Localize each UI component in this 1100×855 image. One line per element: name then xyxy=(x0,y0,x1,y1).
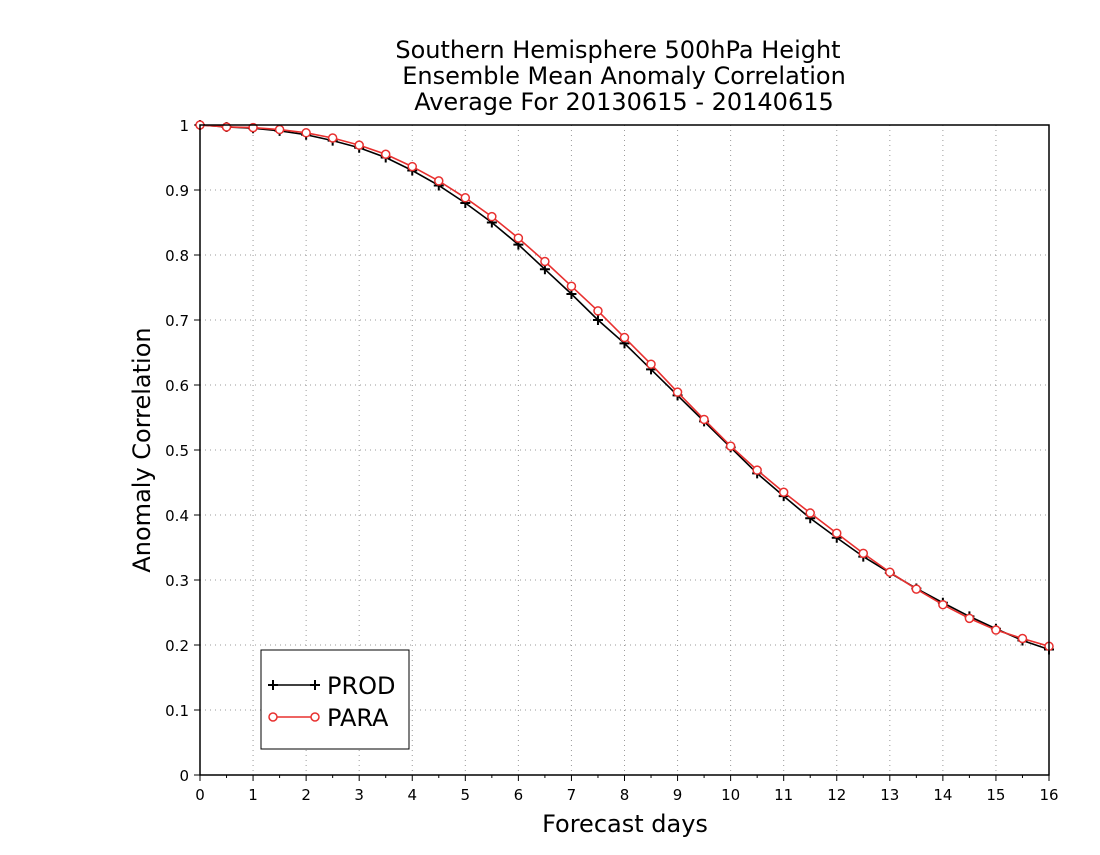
data-point-para xyxy=(1017,633,1028,644)
x-tick-label: 13 xyxy=(880,786,899,804)
data-point-para xyxy=(274,124,285,135)
data-point-para xyxy=(593,306,603,316)
x-tick-label: 6 xyxy=(514,786,524,804)
y-tick-label: 0.4 xyxy=(165,507,189,525)
x-tick-label: 16 xyxy=(1039,786,1058,804)
legend-marker-para xyxy=(268,712,278,722)
chart-title: Southern Hemisphere 500hPa Height Ensemb… xyxy=(395,36,845,116)
y-tick-label: 0 xyxy=(179,767,189,785)
chart-title-line-1: Southern Hemisphere 500hPa Height xyxy=(395,36,840,64)
y-tick-label: 0.2 xyxy=(165,637,189,655)
y-tick-label: 0.6 xyxy=(165,377,189,395)
data-point-para xyxy=(380,149,391,159)
legend-marker-prod xyxy=(268,680,278,690)
data-point-para xyxy=(354,140,364,150)
data-point-para xyxy=(778,487,789,497)
data-point-para xyxy=(699,414,709,425)
legend-marker-prod xyxy=(310,680,320,690)
data-point-para xyxy=(911,584,922,594)
y-tick-label: 0.9 xyxy=(165,182,189,200)
y-tick-label: 0.1 xyxy=(165,702,189,720)
data-point-para xyxy=(460,193,471,203)
y-tick-label: 0.7 xyxy=(165,312,189,330)
y-tick-label: 0.3 xyxy=(165,572,189,590)
legend-box xyxy=(260,649,410,750)
x-tick-label: 11 xyxy=(774,786,793,804)
data-point-para xyxy=(407,161,417,172)
data-point-para xyxy=(487,211,497,222)
data-point-para xyxy=(646,359,656,369)
data-point-para xyxy=(991,625,1001,635)
series-para xyxy=(195,120,1054,652)
legend-label-prod: PROD xyxy=(327,672,396,700)
data-point-para xyxy=(566,281,577,291)
x-tick-label: 5 xyxy=(461,786,471,804)
legend-item-para: PARA xyxy=(268,704,389,732)
x-tick-label: 7 xyxy=(567,786,577,804)
series-layer xyxy=(195,120,1054,655)
data-point-para xyxy=(858,548,869,559)
data-point-para xyxy=(434,176,444,186)
y-axis-title: Anomaly Correlation xyxy=(128,327,156,572)
chart-title-line-2: Ensemble Mean Anomaly Correlation xyxy=(402,62,846,90)
axis-ticks: 0 1 2 3 4 5 6 7 8 9 10 11 12 13 14 15 1600.10.20.30.40.5… xyxy=(165,117,1058,804)
legend-item-prod: PROD xyxy=(268,672,396,700)
data-point-para xyxy=(725,441,736,451)
x-tick-label: 1 xyxy=(248,786,258,804)
data-point-para xyxy=(964,613,975,624)
data-point-para xyxy=(327,133,338,143)
legend: PROD PARA xyxy=(260,649,410,750)
data-point-para xyxy=(938,599,948,610)
data-point-para xyxy=(885,567,895,577)
x-tick-label: 15 xyxy=(986,786,1005,804)
legend-marker-para xyxy=(310,712,320,722)
y-tick-label: 0.8 xyxy=(165,247,189,265)
plot-area-frame xyxy=(199,124,1050,776)
y-tick-label: 1 xyxy=(179,117,189,135)
x-tick-label: 14 xyxy=(933,786,952,804)
data-point-para xyxy=(619,332,630,343)
x-tick-label: 12 xyxy=(827,786,846,804)
x-tick-label: 9 xyxy=(673,786,683,804)
data-point-para xyxy=(752,465,762,475)
x-tick-label: 8 xyxy=(620,786,630,804)
data-point-prod xyxy=(592,315,603,325)
x-tick-label: 3 xyxy=(354,786,364,804)
x-axis-title: Forecast days xyxy=(542,810,708,838)
data-point-para xyxy=(301,128,311,138)
data-point-para xyxy=(540,256,550,267)
legend-label-para: PARA xyxy=(327,704,389,732)
data-point-para xyxy=(832,528,842,538)
x-tick-label: 10 xyxy=(721,786,740,804)
data-point-para xyxy=(513,233,524,243)
chart-title-line-3: Average For 20130615 - 20140615 xyxy=(414,88,834,116)
x-tick-label: 0 xyxy=(195,786,205,804)
x-tick-label: 4 xyxy=(407,786,417,804)
x-tick-label: 2 xyxy=(301,786,311,804)
data-point-para xyxy=(221,122,232,132)
data-point-para xyxy=(672,387,683,397)
data-point-para xyxy=(805,508,815,518)
y-tick-label: 0.5 xyxy=(165,442,189,460)
